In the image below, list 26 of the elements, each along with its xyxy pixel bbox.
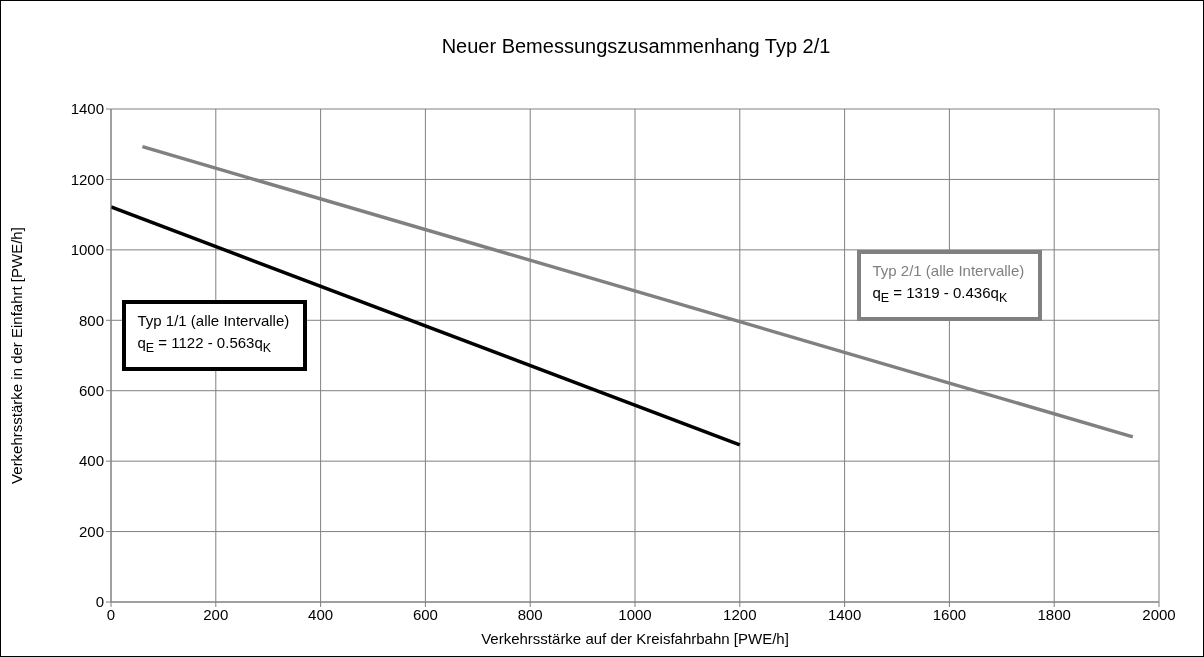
- x-tick-label: 2000: [1142, 605, 1176, 623]
- y-tick-label: 1200: [70, 170, 104, 188]
- y-tick-label: 400: [78, 452, 104, 470]
- annotation: q$_{E}$ = 1122 - 0.563q$_{K}$: [137, 332, 273, 357]
- y-tick-label: 600: [78, 382, 104, 400]
- x-tick-label: 600: [412, 605, 438, 623]
- x-tick-label: 1000: [618, 605, 652, 623]
- x-tick-label: 1200: [723, 605, 757, 623]
- annotation: q$_{E}$ = 1319 - 0.436q$_{K}$: [872, 283, 1009, 308]
- x-tick-label: 0: [106, 605, 116, 623]
- x-tick-label: 1400: [827, 605, 862, 623]
- y-tick-label: 1400: [70, 100, 104, 118]
- y-tick-label: 800: [78, 311, 104, 329]
- label-box: Typ 2/1 (alle Intervalle) q$_{E}$ = 1319 - 0.436q$_{K}$: [856, 250, 1043, 322]
- x-tick-label: 800: [517, 605, 543, 623]
- x-tick-label: 200: [203, 605, 229, 623]
- y-tick-label: 200: [78, 522, 104, 540]
- y-axis-title: Verkehrsstärke in der Einfahrt [PWE/h]: [8, 227, 26, 484]
- chart-title: Neuer Bemessungszusammenhang Typ 2/1: [440, 35, 832, 58]
- x-tick-label: 400: [308, 605, 334, 623]
- y-tick-label: 1000: [70, 241, 104, 259]
- x-tick-label: 1600: [932, 605, 967, 623]
- y-tick-label: 0: [95, 593, 104, 611]
- x-axis-title: Verkehrsstärke auf der Kreisfahrbahn [PWE/h]: [481, 630, 789, 647]
- x-tick-label: 1800: [1037, 605, 1071, 623]
- label-box: Typ 1/1 (alle Intervalle) q$_{E}$ = 1122 - 0.563q$_{K}$: [121, 299, 308, 371]
